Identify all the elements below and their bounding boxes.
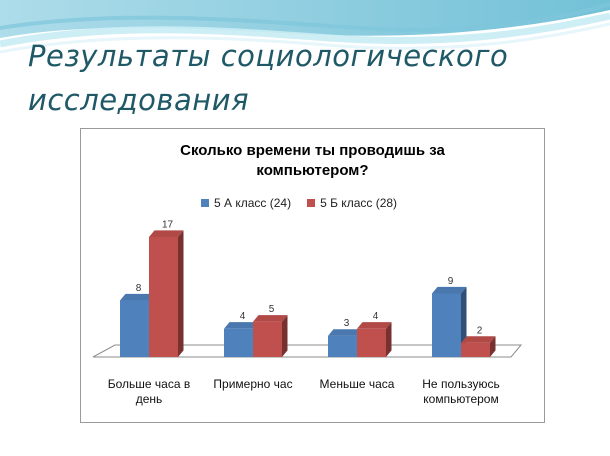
category-label-1-line2: день [136,392,163,406]
bar-s1-c1 [120,300,149,357]
bar-top-s2-c2 [253,315,288,322]
legend-item-series-a: 5 А класс (24) [201,196,291,210]
chart-title-line2: компьютером? [256,162,369,179]
bar-side-s2-c3 [386,322,392,357]
legend-label-series-b: 5 Б класс (28) [320,196,398,210]
header-waves [0,0,610,54]
legend-swatch-series-b [307,199,316,207]
data-label-s1-c2: 4 [240,311,246,322]
bar-s2-c1 [149,237,178,357]
bar-top-s1-c2 [224,322,259,329]
slide-title: Результаты социологического исследования [28,34,588,122]
data-label-s1-c1: 8 [136,283,142,294]
bar-top-s2-c4 [461,336,496,343]
bar-side-s2-c4 [490,336,496,357]
bar-s2-c3 [357,328,386,357]
category-label-2: Примерно час [213,377,292,391]
bar-top-s2-c1 [149,230,184,237]
data-label-s2-c4: 2 [477,325,483,336]
data-label-s1-c4: 9 [448,276,454,287]
bar-s2-c4 [461,342,490,357]
bar-s1-c2 [224,328,253,357]
category-label-4: Не пользуюсь [422,377,499,391]
chart-title-line1: Сколько времени ты проводишь за [180,142,445,159]
legend-item-series-b: 5 Б класс (28) [307,196,397,210]
slide-title-line2: исследования [28,83,250,117]
slide-title-line1: Результаты социологического [28,39,509,73]
legend: 5 А класс (24) 5 Б класс (28) [201,195,397,211]
bar-s1-c4 [432,293,461,357]
legend-swatch-series-a [201,199,209,207]
bar-side-s2-c1 [178,230,184,357]
bar-s1-c3 [328,335,357,357]
bar-top-s1-c3 [328,329,363,336]
legend-label-series-a: 5 А класс (24) [214,196,292,210]
bar-top-s1-c1 [120,293,155,301]
chart-title: Сколько времени ты проводишь за компьюте… [81,141,544,181]
bar-side-s2-c2 [282,315,288,357]
category-label-1: Больше часа в [108,377,190,391]
data-label-s2-c1: 17 [162,219,174,230]
data-label-s1-c3: 3 [344,318,350,329]
bar-s2-c2 [253,321,282,357]
bar-top-s1-c4 [432,286,467,294]
data-label-s2-c3: 4 [373,311,379,322]
category-label-3: Меньше часа [320,377,395,391]
bar-top-s2-c3 [357,322,392,329]
chart-frame: Сколько времени ты проводишь за компьюте… [80,128,545,423]
category-label-4-line2: компьютером [423,392,498,406]
data-label-s2-c2: 5 [269,304,275,315]
